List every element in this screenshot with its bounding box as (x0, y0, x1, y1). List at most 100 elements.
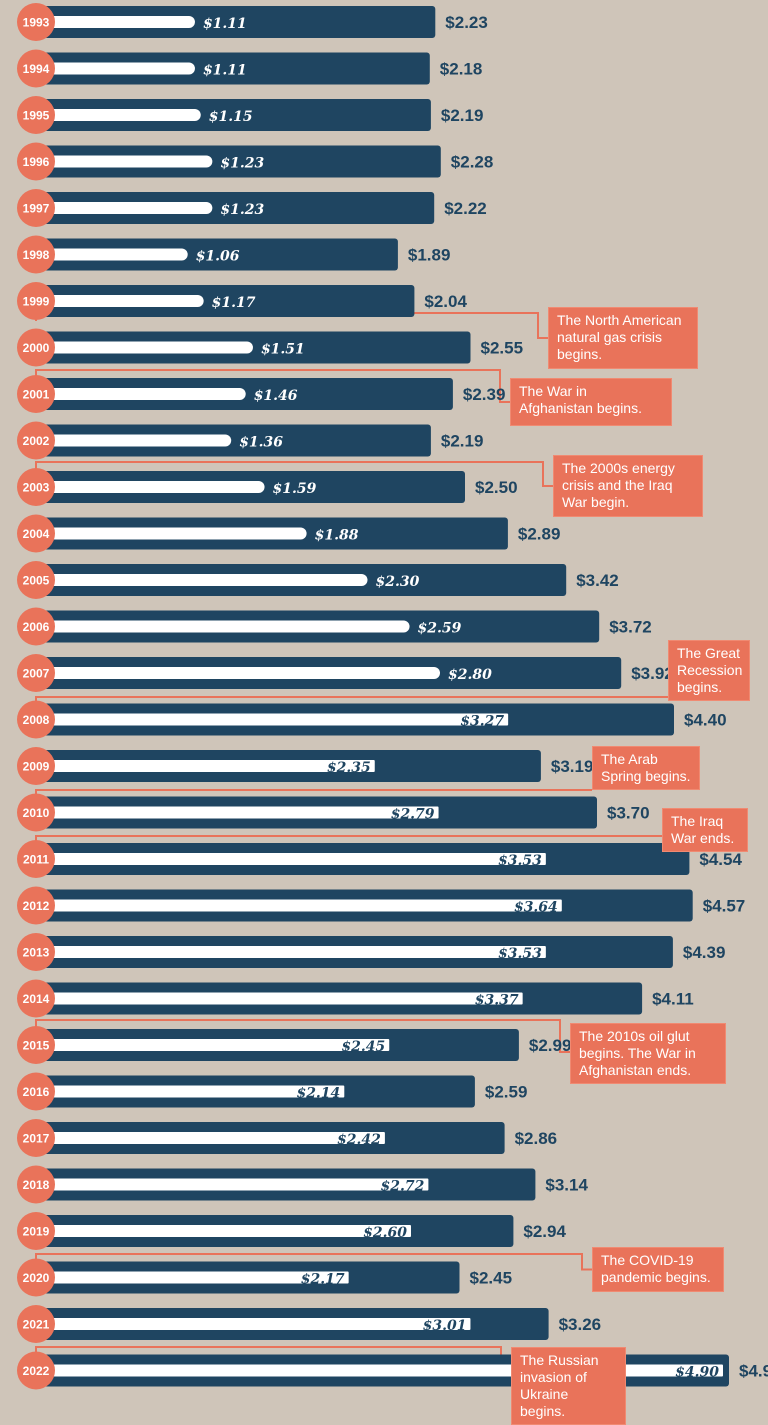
year-label: 1998 (23, 248, 50, 262)
bar-1995 (30, 99, 431, 131)
inner-bar-2018 (40, 1178, 429, 1191)
annotation-connector (35, 1019, 570, 1053)
annotation-connector (35, 1253, 592, 1271)
inner-bar-2010 (40, 806, 439, 819)
value-label: $3.70 (607, 804, 650, 823)
year-badge (17, 421, 55, 460)
inner-bar-2013 (40, 946, 546, 958)
value-label: $2.99 (529, 1036, 572, 1055)
bar-1997 (30, 192, 435, 224)
year-label: 2010 (23, 806, 50, 820)
year-badge (17, 1351, 55, 1390)
inner-bar-1996 (40, 155, 213, 168)
annotation-connector (35, 835, 662, 844)
value-label: $4.90 (739, 1362, 768, 1381)
year-badge (17, 1072, 55, 1111)
value-label: $2.55 (481, 339, 524, 358)
inner-value-label: $2.72 (381, 1179, 425, 1195)
inner-value-label: $1.06 (196, 249, 240, 265)
inner-bar-2005 (40, 574, 368, 586)
year-badge (17, 1026, 55, 1064)
inner-bar-2001 (40, 388, 246, 400)
inner-bar-2020 (40, 1271, 349, 1284)
year-badge (17, 235, 55, 274)
value-label: $1.89 (408, 246, 451, 265)
inner-bar-2003 (40, 481, 265, 493)
year-badge (17, 142, 55, 181)
inner-bar-1998 (40, 248, 188, 261)
year-label: 2005 (23, 574, 50, 588)
year-label: 1997 (23, 202, 50, 216)
year-badge (17, 282, 55, 320)
year-badge (17, 1165, 55, 1204)
value-label: $2.28 (451, 153, 494, 172)
year-badge (17, 189, 55, 227)
inner-value-label: $2.79 (391, 807, 435, 823)
inner-bar-2019 (40, 1225, 411, 1237)
year-label: 1994 (23, 62, 50, 76)
year-label: 2015 (23, 1039, 50, 1053)
inner-value-label: $3.53 (498, 853, 542, 869)
inner-value-label: $3.53 (498, 946, 542, 962)
inner-value-label: $1.88 (315, 528, 359, 544)
value-label: $2.19 (441, 106, 484, 125)
value-label: $3.92 (631, 664, 674, 683)
year-label: 1995 (23, 109, 50, 123)
year-label: 2011 (23, 853, 49, 867)
annotation-box: The North American natural gas crisis be… (548, 307, 698, 369)
inner-bar-1994 (40, 62, 195, 75)
inner-bar-2009 (40, 760, 375, 772)
bars: $1.11 $2.23 1993 $1.11 $2.18 1994 $1.15 $2.19 19… (17, 3, 768, 1390)
inner-bar-2006 (40, 620, 410, 633)
bar-1993 (30, 6, 436, 38)
annotation-box: The War in Afghanistan begins. (510, 378, 672, 426)
annotation-box: The Arab Spring begins. (592, 746, 700, 790)
year-badge (17, 468, 55, 506)
value-label: $2.22 (444, 199, 487, 218)
inner-value-label: $2.59 (418, 621, 462, 637)
inner-bar-2017 (40, 1132, 385, 1144)
inner-bar-2014 (40, 992, 523, 1005)
year-label: 2014 (23, 992, 50, 1006)
inner-value-label: $2.35 (327, 760, 371, 776)
inner-value-label: $2.14 (296, 1086, 340, 1102)
inner-bar-1997 (40, 202, 213, 214)
inner-value-label: $1.11 (203, 16, 247, 32)
inner-value-label: $2.30 (376, 574, 420, 590)
year-badge (17, 96, 55, 134)
inner-bar-2012 (40, 899, 562, 912)
bar-1996 (30, 145, 441, 178)
value-label: $2.86 (515, 1129, 558, 1148)
bar-1998 (30, 238, 398, 271)
value-label: $3.72 (609, 618, 652, 637)
inner-value-label: $3.01 (423, 1318, 467, 1334)
year-label: 2001 (23, 388, 50, 402)
year-label: 2008 (23, 713, 50, 727)
year-label: 1999 (23, 295, 50, 309)
value-label: $2.19 (441, 432, 484, 451)
year-badge (17, 49, 55, 88)
inner-value-label: $1.23 (220, 202, 264, 218)
year-badge (17, 375, 55, 413)
inner-value-label: $1.23 (220, 156, 264, 172)
value-label: $2.50 (475, 478, 518, 497)
inner-bar-1999 (40, 295, 204, 307)
year-badge (17, 700, 55, 739)
annotation-box: The 2010s oil glut begins. The War in Af… (570, 1023, 726, 1084)
year-label: 2004 (23, 527, 50, 541)
inner-value-label: $1.59 (273, 481, 317, 497)
year-badge (17, 3, 55, 41)
inner-value-label: $2.17 (301, 1272, 345, 1288)
inner-bar-1995 (40, 109, 201, 121)
inner-value-label: $3.37 (475, 993, 519, 1009)
year-label: 2013 (23, 946, 50, 960)
year-label: 1996 (23, 155, 50, 169)
bar-1999 (30, 285, 415, 317)
inner-bar-2007 (40, 667, 440, 679)
annotation-box: The COVID-19 pandemic begins. (592, 1247, 724, 1292)
inner-bar-2015 (40, 1039, 390, 1051)
annotation-box: The Great Recession begins. (668, 640, 750, 701)
inner-bar-2008 (40, 713, 509, 726)
inner-value-label: $2.42 (337, 1132, 381, 1148)
value-label: $2.89 (518, 525, 561, 544)
